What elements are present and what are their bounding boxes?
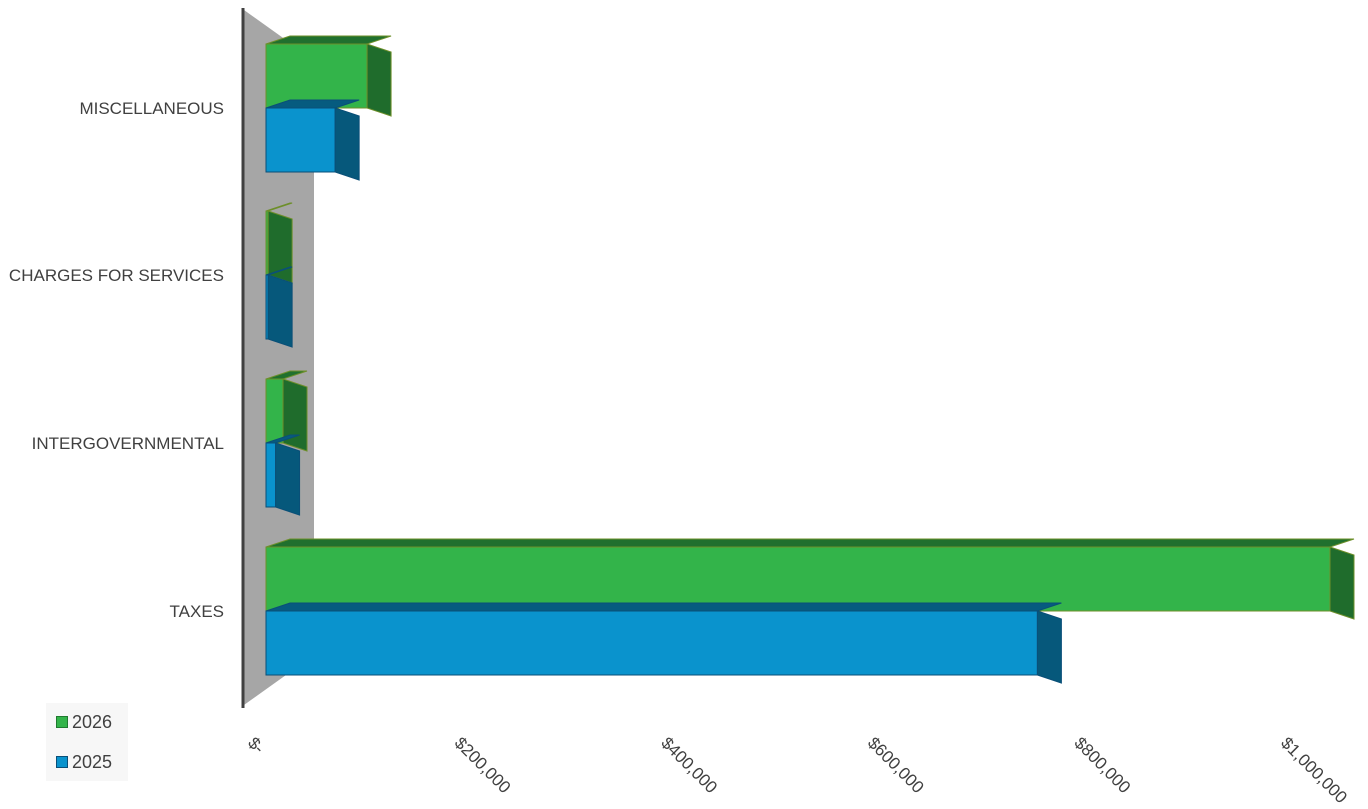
legend-item-2026: 2026 [56,711,112,733]
bar-side-face-miscellaneous-2026 [366,43,392,117]
bars-group [265,35,1355,684]
legend-item-2025: 2025 [56,751,112,773]
bar-charges-for-services-2025 [265,266,293,348]
legend-label-2025: 2025 [72,751,113,772]
bar-side-face-charges-for-services-2025 [267,274,293,348]
tick-label-zero: $- [244,733,268,757]
bar-side-face-intergovernmental-2026 [282,378,308,452]
bar-front-face-intergovernmental-2025 [265,442,277,508]
bar-top-face-taxes-2026 [265,538,1355,548]
tick-label-200-000: $200,000 [451,733,515,797]
side-wall-panel [244,10,314,705]
category-axis-labels: TAXES INTERGOVERNMENTAL CHARGES FOR SERVIC… [9,99,224,621]
bar-front-face-taxes-2025 [265,610,1038,676]
bar-taxes-2025 [265,602,1062,684]
bar-front-face-taxes-2026 [265,546,1331,612]
bar-top-face-miscellaneous-2026 [265,35,392,45]
bar-side-face-intergovernmental-2025 [275,442,301,516]
bar-side-face-taxes-2026 [1329,546,1355,620]
bar-front-face-intergovernmental-2026 [265,378,284,444]
bar-intergovernmental-2026 [265,370,308,452]
bar-miscellaneous-2026 [265,35,392,117]
bar-side-face-taxes-2025 [1036,610,1062,684]
bar-taxes-2026 [265,538,1355,620]
value-axis-tick-labels: $- $200,000 $400,000 $600,000 $800,000 $1,000… [244,733,1351,807]
tick-label-800-000: $800,000 [1071,733,1135,797]
tick-label-1-000-000: $1,000,000 [1277,733,1351,807]
bar-miscellaneous-2025 [265,99,360,181]
category-label-intergovernmental: INTERGOVERNMENTAL [32,434,224,453]
chart-side-wall [241,8,314,708]
bar-side-face-charges-for-services-2026 [267,210,293,284]
category-label-charges-for-services: CHARGES FOR SERVICES [9,266,224,285]
bar-front-face-miscellaneous-2025 [265,107,336,173]
legend-swatch-2025 [56,756,68,768]
tick-label-400-000: $400,000 [657,733,721,797]
bar-charges-for-services-2026 [265,202,293,284]
legend-label-2026: 2026 [72,711,113,732]
category-label-taxes: TAXES [170,602,224,621]
tick-label-600-000: $600,000 [864,733,928,797]
legend: 2026 2025 [46,703,128,781]
bar-front-face-miscellaneous-2026 [265,43,368,109]
bar-intergovernmental-2025 [265,434,301,516]
legend-swatch-2026 [56,716,68,728]
bar-side-face-miscellaneous-2025 [334,107,360,181]
category-label-miscellaneous: MISCELLANEOUS [79,99,224,118]
bar-top-face-taxes-2025 [265,602,1062,612]
